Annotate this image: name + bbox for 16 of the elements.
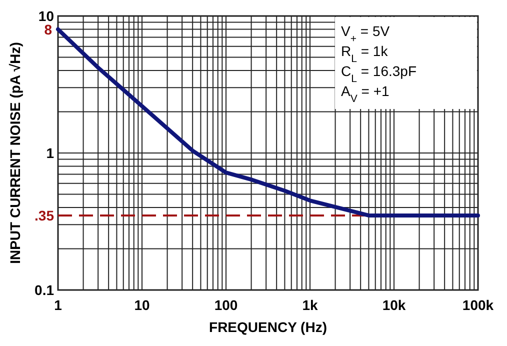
annotation: C$_{L}$ = 16.3pF — [341, 63, 417, 85]
y-tick-label: 0.1 — [34, 282, 54, 298]
annotation: V$_{+}$ = 5V — [341, 23, 390, 45]
annotation: 8 — [44, 21, 52, 38]
ref-line-label: .35 — [34, 207, 54, 224]
x-tick-label: 1k — [302, 297, 318, 313]
x-tick-label: 100k — [462, 297, 494, 313]
x-tick-label: 10k — [382, 297, 406, 313]
x-tick-label: 10 — [134, 297, 150, 313]
annotation: R$_{L}$ = 1k — [341, 43, 389, 65]
y-tick-label: 10 — [38, 8, 54, 24]
y-axis-title: INPUT CURRENT NOISE (pA √Hz) — [7, 42, 23, 264]
x-axis-title: FREQUENCY (Hz) — [209, 319, 327, 335]
y-tick-label: 1 — [46, 145, 54, 161]
x-tick-label: 100 — [214, 297, 238, 313]
annotation: A$_{V}$ = +1 — [341, 83, 390, 105]
